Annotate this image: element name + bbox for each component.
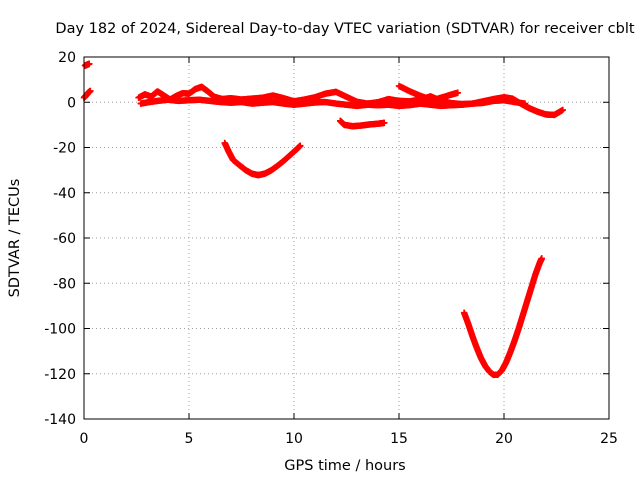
chart-title: Day 182 of 2024, Sidereal Day-to-day VTE… (55, 21, 634, 37)
x-tick-label: 20 (495, 431, 513, 447)
y-tick-label: -20 (53, 141, 76, 157)
data-point (87, 87, 94, 95)
x-tick-label: 5 (185, 431, 194, 447)
x-axis-label: GPS time / hours (284, 458, 405, 474)
data-series (81, 60, 93, 69)
y-axis-label: SDTVAR / TECUs (7, 179, 23, 298)
data-points (80, 60, 566, 379)
y-tick-label: -100 (44, 322, 76, 338)
y-tick-label: 0 (67, 95, 76, 111)
data-point (86, 60, 93, 67)
data-series (337, 117, 388, 130)
x-tick-label: 10 (285, 431, 303, 447)
y-tick-label: 20 (58, 50, 76, 66)
axis-ticks (83, 56, 610, 420)
data-series (427, 89, 461, 105)
y-tick-label: -60 (53, 231, 76, 247)
data-point (559, 106, 566, 114)
y-tick-label: -140 (44, 412, 76, 428)
grid (84, 57, 609, 419)
data-series (137, 96, 529, 110)
data-point (454, 89, 461, 96)
data-series (460, 255, 545, 379)
data-series (395, 82, 445, 105)
x-tick-label: 25 (600, 431, 618, 447)
data-point (538, 255, 545, 262)
y-tick-label: -120 (44, 367, 76, 383)
y-tick-label: -40 (53, 186, 76, 202)
data-series (80, 87, 94, 101)
tick-labels: 0 5 10 15 20 25 -140 -120 -100 -80 -60 -40 -20 0 20 (44, 50, 618, 447)
data-point (521, 100, 529, 107)
data-series (221, 139, 304, 179)
x-tick-label: 0 (80, 431, 89, 447)
data-point (381, 119, 388, 127)
x-tick-label: 15 (390, 431, 408, 447)
y-tick-label: -80 (53, 276, 76, 292)
data-point (297, 142, 304, 149)
